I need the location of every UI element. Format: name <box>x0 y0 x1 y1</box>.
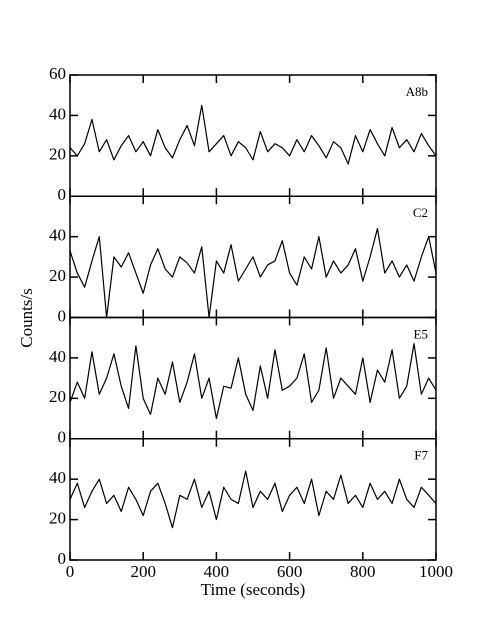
y-axis-label: Counts/s <box>17 288 36 348</box>
panel-label: C2 <box>413 205 428 220</box>
data-line <box>69 227 437 319</box>
y-tick-label: 0 <box>58 549 67 568</box>
data-line <box>69 470 437 529</box>
y-tick-label: 20 <box>49 266 66 285</box>
x-tick-label: 400 <box>204 562 230 581</box>
panel-label: A8b <box>406 84 428 99</box>
x-tick-label: 800 <box>350 562 376 581</box>
y-tick-label: 0 <box>58 428 67 447</box>
panel-frame <box>69 74 437 197</box>
x-tick-label: 600 <box>277 562 303 581</box>
y-tick-label: 0 <box>58 185 67 204</box>
y-tick-label: 20 <box>49 508 66 527</box>
panel-label: F7 <box>414 448 428 463</box>
panel-frame <box>69 438 437 561</box>
x-axis-label: Time (seconds) <box>201 580 306 599</box>
panel-frame <box>69 316 437 440</box>
x-tick-label: 200 <box>130 562 156 581</box>
y-tick-label: 0 <box>58 306 67 325</box>
data-line <box>69 343 437 420</box>
x-tick-label: 0 <box>66 562 75 581</box>
y-tick-label: 40 <box>49 104 66 123</box>
panel-label: E5 <box>414 326 428 341</box>
x-tick-label: 1000 <box>419 562 453 581</box>
y-tick-label: 20 <box>49 387 66 406</box>
data-line <box>69 104 437 165</box>
y-tick-label: 40 <box>49 468 66 487</box>
y-tick-label: 20 <box>49 145 66 164</box>
y-tick-label: 60 <box>49 64 66 83</box>
y-tick-label: 40 <box>49 226 66 245</box>
y-tick-label: 40 <box>49 347 66 366</box>
